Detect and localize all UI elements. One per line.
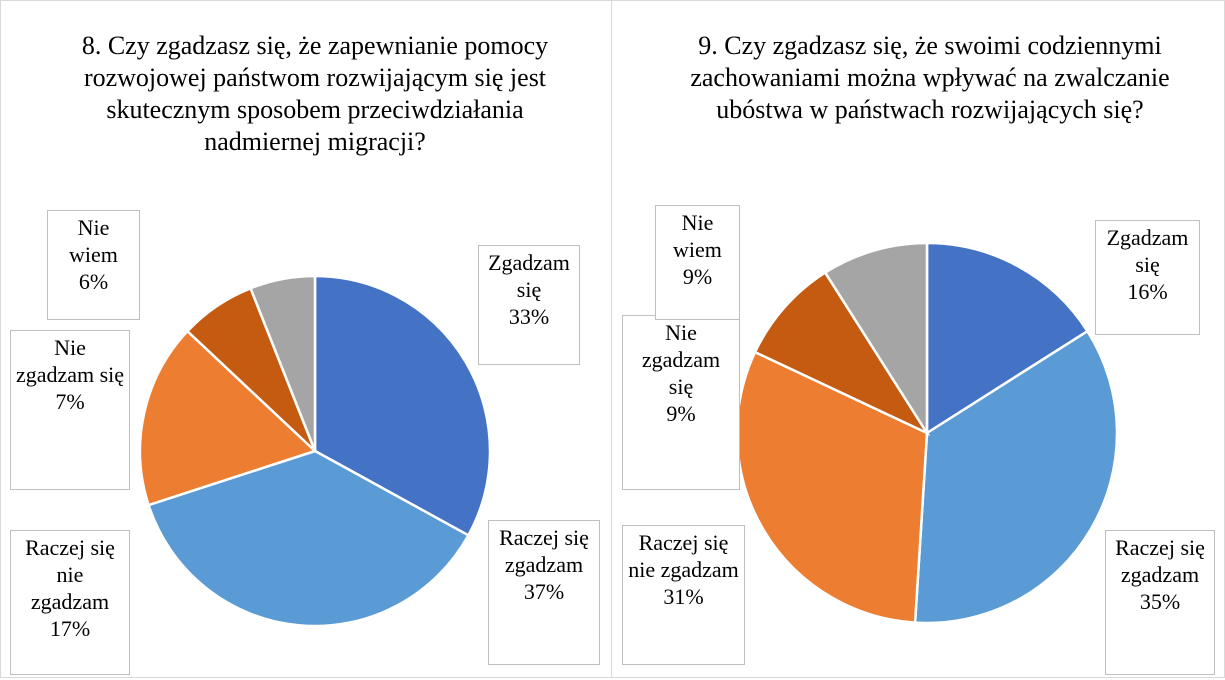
pie-slice [913,329,1119,625]
label-value: 31% [663,584,704,609]
label-value: 9% [666,401,696,426]
data-label: Nie zgadzam się 7% [10,330,130,490]
pie-slice [248,274,317,452]
chart-title: 9. Czy zgadzasz się, że swoimi codzienny… [690,31,1170,124]
pie-slice [146,449,471,628]
chart-title: 8. Czy zgadzasz się, że zapewnianie pomo… [81,31,549,156]
label-value: 37% [523,579,565,604]
label-category: Nie zgadzam się [641,320,721,399]
data-label: Nie wiem 9% [655,205,740,320]
data-label: Zgadzam się 16% [1095,220,1200,335]
data-label: Nie wiem 6% [47,210,140,320]
label-category: Nie wiem [673,210,722,262]
pie-slice [138,329,318,507]
label-value: 35% [1139,589,1181,614]
pie-slice [925,241,1090,436]
label-value: 7% [55,389,85,414]
data-label: Raczej się zgadzam 35% [1105,530,1215,675]
pie-slice [753,270,931,436]
label-category: Nie zgadzam się [15,335,125,387]
label-category: Zgadzam się [488,250,570,302]
label-category: Raczej się nie zgadzam [628,530,739,582]
data-label: Raczej się zgadzam 37% [488,520,600,665]
data-label: Nie zgadzam się 9% [622,315,740,490]
data-label: Zgadzam się 33% [478,245,580,365]
label-value: 16% [1127,279,1168,304]
pie-slice [823,241,929,438]
label-category: Zgadzam się [1106,225,1189,277]
data-label: Raczej się nie zgadzam 31% [622,525,745,665]
label-category: Nie wiem [69,215,118,267]
data-label: Raczej się nie zgadzam 17% [10,530,130,675]
label-category: Raczej się zgadzam [1115,535,1205,587]
label-category: Raczej się zgadzam [499,525,589,577]
label-category: Raczej się nie zgadzam [25,535,115,614]
pie-slice [735,350,929,624]
label-value: 9% [682,264,713,289]
label-value: 17% [49,616,91,641]
label-value: 6% [78,269,109,294]
label-value: 33% [508,304,550,329]
pie-slice [313,274,492,538]
